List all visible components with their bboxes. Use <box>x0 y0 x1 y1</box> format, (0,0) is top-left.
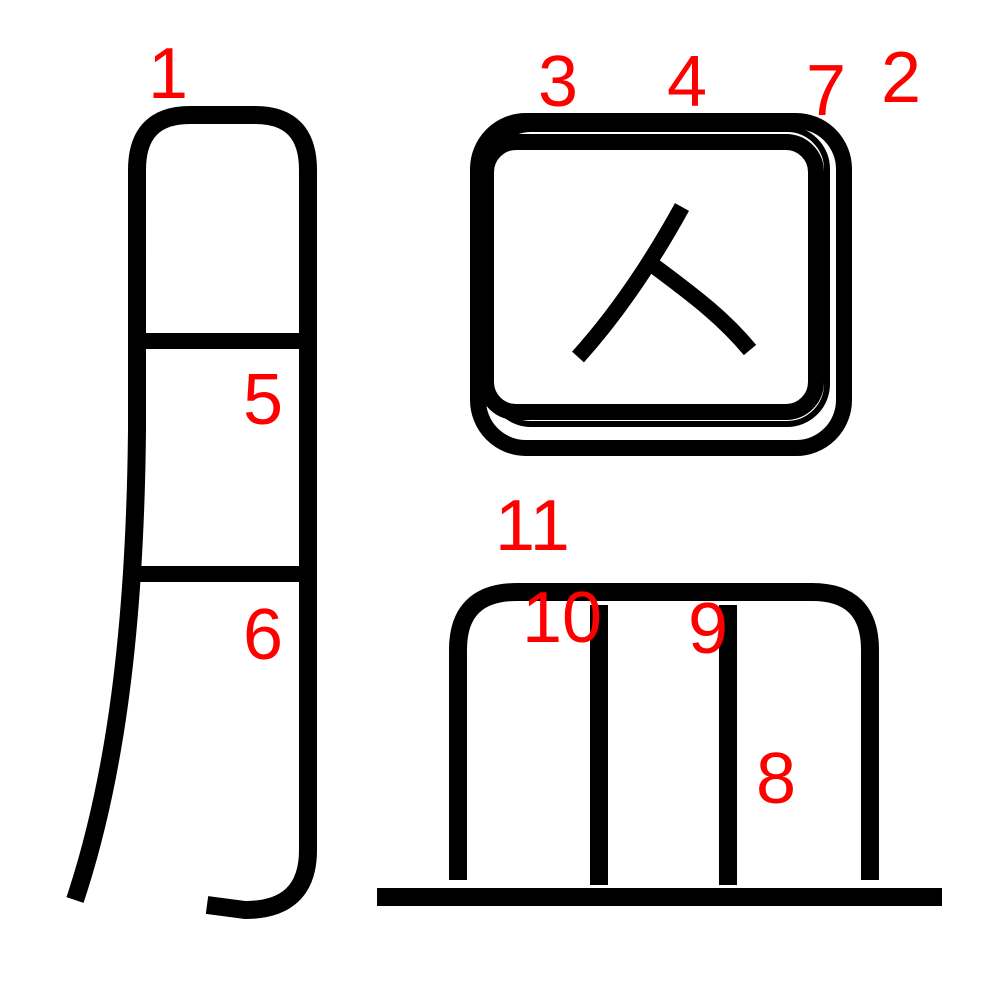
label-11: 11 <box>495 486 570 566</box>
person-right-stroke <box>645 256 757 356</box>
stroke-1-left-sweep <box>66 106 317 919</box>
stroke-labels: 1 2 3 4 5 6 7 8 9 10 11 <box>148 34 921 819</box>
stroke-11-arch <box>449 583 879 880</box>
label-6: 6 <box>243 595 283 675</box>
label-10: 10 <box>522 578 602 658</box>
label-4: 4 <box>667 42 707 122</box>
upper-box <box>470 113 852 456</box>
label-7: 7 <box>806 51 846 131</box>
person-left-stroke <box>572 203 690 363</box>
dish-component <box>377 583 942 906</box>
label-1: 1 <box>148 34 188 114</box>
stroke-3-4-inner-box <box>478 134 824 420</box>
label-5: 5 <box>243 360 283 440</box>
label-2: 2 <box>881 38 921 118</box>
label-8: 8 <box>756 739 796 819</box>
stroke-2-outer-box <box>470 113 852 456</box>
label-3: 3 <box>538 42 578 122</box>
label-9: 9 <box>688 589 728 669</box>
moon-radical <box>66 106 317 919</box>
